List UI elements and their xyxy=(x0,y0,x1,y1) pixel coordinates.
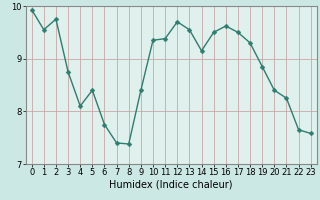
X-axis label: Humidex (Indice chaleur): Humidex (Indice chaleur) xyxy=(109,180,233,190)
